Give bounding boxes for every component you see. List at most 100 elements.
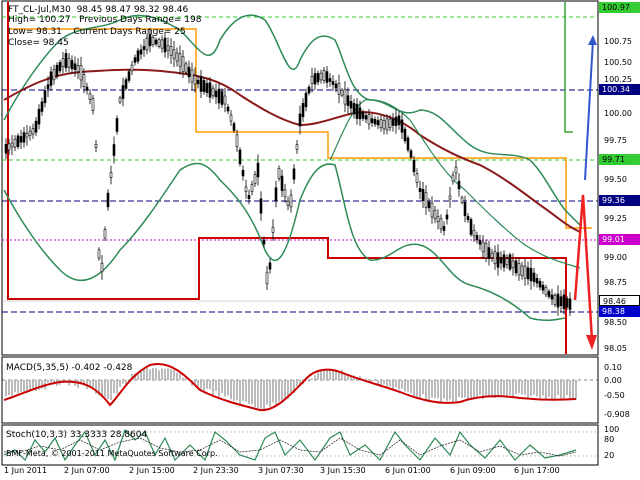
candle-body [385,118,389,131]
candle-body [547,291,551,297]
macd-histogram-bar [365,378,367,380]
candle-body [478,239,482,245]
macd-histogram-bar [551,380,553,401]
moving-average-line [3,68,581,233]
candle-body [565,298,569,308]
macd-histogram-bar [290,380,292,393]
macd-histogram-bar [536,380,538,397]
candle-body [160,39,164,49]
price-tick: 98.75 [604,278,627,287]
macd-histogram-bar [173,369,175,380]
candle-body [202,80,206,92]
price-tick: 100.25 [604,75,632,84]
macd-histogram-bar [464,380,466,398]
macd-histogram-bar [575,380,577,400]
macd-histogram-bar [329,369,331,380]
candle-body [376,120,380,126]
macd-histogram-bar [467,380,469,399]
macd-histogram-bar [122,380,124,384]
candle-body [184,63,188,73]
candle-body [259,198,263,214]
candle-body [538,280,542,288]
macd-histogram-bar [32,380,34,389]
macd-histogram-bar [95,380,97,394]
macd-histogram-bar [548,380,550,397]
candle-body [460,197,464,203]
macd-histogram-bar [254,380,256,408]
candle-body [442,226,446,231]
macd-histogram-bar [155,368,157,380]
candle-body [292,168,296,180]
candle-body [445,214,449,220]
macd-histogram-bar [50,380,52,383]
macd-histogram-bar [23,380,25,393]
macd-histogram-bar [311,378,313,380]
macd-histogram-bar [266,380,268,405]
candle-body [253,174,257,184]
macd-histogram-bar [332,370,334,380]
macd-histogram-bar [347,374,349,380]
macd-histogram [5,367,577,409]
macd-histogram-bar [518,380,520,394]
macd-histogram-bar [410,380,412,394]
macd-histogram-bar [554,380,556,400]
time-axis-label: 2 Jun 23:30 [193,466,239,475]
macd-histogram-bar [206,380,208,389]
candle-body [379,119,383,128]
candle-body [226,106,230,112]
candle-body [406,137,410,151]
candle-body [157,39,161,47]
candle-body [487,247,491,259]
candle-body [232,123,236,131]
candle-body [532,272,536,282]
macd-histogram-bar [80,380,82,384]
macd-histogram-bar [395,380,397,388]
macd-histogram-bar [29,380,31,392]
candle-body [52,69,56,81]
stoch-main-line [3,428,577,462]
macd-histogram-bar [287,380,289,399]
candle-body [355,103,359,119]
candle-body [169,46,173,56]
candle-body [499,257,503,264]
candle-body [412,159,416,173]
macd-histogram-bar [179,373,181,380]
macd-histogram-bar [245,380,247,402]
candle-body [4,144,8,154]
candle-body [511,260,515,269]
candle-body [298,113,302,127]
macd-histogram-bar [170,368,172,380]
candle-body [418,188,422,192]
candle-body [322,70,326,81]
candle-body [331,81,335,85]
candle-body [373,119,377,125]
macd-histogram-bar [428,380,430,402]
candle-body [550,294,554,300]
stoch-tick: 80 [604,435,615,444]
candle-body [250,184,254,192]
macd-histogram-bar [158,370,160,380]
stoch-tick: 20 [604,451,615,460]
macd-histogram-bar [65,380,67,381]
candle-body [394,116,398,126]
candle-body [562,294,566,310]
macd-histogram-bar [488,380,490,396]
candle-body [103,229,107,239]
candle-body [568,298,572,310]
macd-histogram-bar [437,380,439,399]
macd-histogram-bar [233,380,235,401]
candle-body [142,46,146,50]
macd-histogram-bar [413,380,415,397]
macd-histogram-bar [308,380,310,382]
candle-body [34,120,38,133]
macd-histogram-bar [221,380,223,394]
candle-body [271,227,275,233]
price-tick: 98.05 [604,344,627,353]
candle-body [523,265,527,279]
macd-histogram-bar [539,380,541,399]
candle-body [49,71,53,86]
candle-body [520,265,524,277]
candle-body [553,295,557,305]
macd-label: MACD(5,35,5) -0.402 -0.428 [6,363,133,373]
